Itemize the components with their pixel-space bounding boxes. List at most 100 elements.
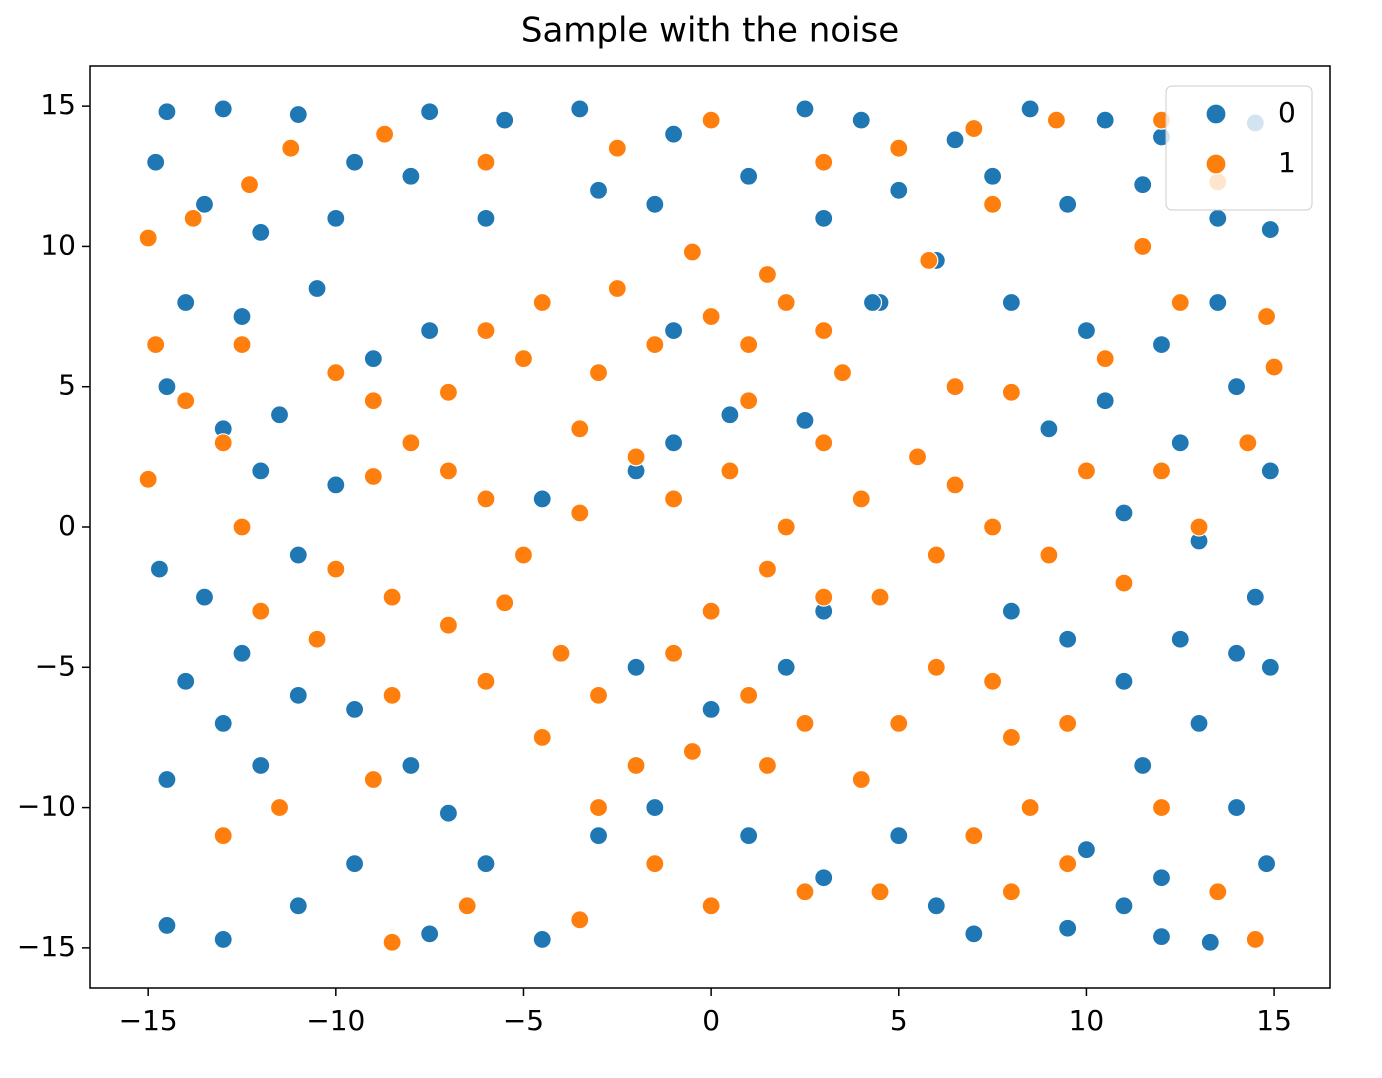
- point: [476, 489, 496, 509]
- point: [476, 152, 496, 172]
- point: [926, 896, 946, 916]
- point: [213, 929, 233, 950]
- point: [739, 826, 759, 846]
- point: [1039, 545, 1059, 565]
- point: [776, 517, 796, 537]
- point: [626, 657, 646, 677]
- point: [288, 104, 308, 125]
- point: [1260, 657, 1280, 677]
- point: [382, 587, 402, 607]
- point: [983, 166, 1003, 186]
- point: [1170, 433, 1190, 453]
- point: [401, 433, 421, 453]
- point: [1058, 194, 1078, 214]
- point: [814, 433, 834, 453]
- point: [513, 545, 534, 565]
- point: [1264, 357, 1284, 377]
- point: [438, 803, 459, 823]
- point: [457, 896, 477, 916]
- point: [814, 868, 834, 888]
- point: [1238, 433, 1258, 453]
- point: [1226, 377, 1247, 397]
- point: [983, 671, 1003, 691]
- point: [814, 152, 834, 172]
- point: [570, 419, 590, 439]
- point: [420, 320, 440, 341]
- point: [1151, 335, 1172, 355]
- point: [739, 335, 759, 355]
- point: [1001, 601, 1021, 621]
- point: [401, 166, 421, 186]
- y-tick-label: −15: [17, 930, 76, 963]
- y-tick-label: −10: [17, 790, 76, 823]
- point: [851, 489, 871, 509]
- point: [945, 130, 965, 150]
- point: [983, 194, 1003, 214]
- point: [795, 713, 815, 734]
- point: [889, 826, 909, 846]
- point: [626, 755, 646, 776]
- point: [757, 755, 778, 776]
- point: [588, 180, 609, 200]
- point: [1260, 461, 1280, 481]
- point: [795, 410, 815, 430]
- point: [1058, 918, 1078, 938]
- point: [176, 391, 196, 411]
- point: [739, 166, 759, 186]
- point: [1114, 896, 1134, 916]
- point: [1200, 932, 1220, 952]
- point: [326, 208, 346, 228]
- point: [645, 335, 665, 355]
- point: [213, 713, 233, 734]
- point: [1076, 320, 1097, 341]
- point: [1095, 349, 1115, 369]
- point: [213, 99, 233, 119]
- point: [1170, 629, 1190, 649]
- point: [344, 854, 365, 874]
- point: [213, 826, 233, 846]
- point: [701, 699, 721, 719]
- point: [213, 433, 233, 453]
- point: [146, 152, 166, 172]
- point: [1020, 797, 1040, 818]
- legend-label: 1: [1278, 146, 1296, 179]
- point: [1020, 99, 1040, 119]
- point: [588, 797, 609, 818]
- point: [570, 99, 590, 119]
- point: [926, 545, 946, 565]
- point: [1114, 503, 1134, 523]
- x-tick-label: 5: [890, 1004, 908, 1037]
- point: [382, 685, 402, 705]
- point: [1095, 110, 1115, 130]
- axes-frame: [89, 65, 1331, 989]
- point: [776, 657, 796, 677]
- point: [720, 405, 740, 425]
- point: [851, 769, 871, 790]
- point: [814, 208, 834, 228]
- point: [288, 545, 308, 565]
- point: [645, 854, 665, 874]
- point: [146, 335, 166, 355]
- point: [814, 320, 834, 341]
- point: [288, 896, 308, 916]
- point: [1046, 110, 1067, 130]
- point: [1114, 671, 1134, 691]
- point: [964, 924, 984, 944]
- point: [1001, 882, 1021, 902]
- y-tick-label: 15: [40, 88, 76, 121]
- point: [757, 559, 778, 579]
- point: [1133, 755, 1153, 776]
- point: [701, 110, 721, 130]
- point: [832, 363, 853, 383]
- point: [251, 755, 271, 776]
- point: [232, 643, 252, 663]
- chart-title: Sample with the noise: [521, 11, 899, 51]
- point: [251, 601, 271, 621]
- x-tick-label: 10: [1069, 1004, 1105, 1037]
- point: [532, 489, 552, 509]
- point: [1133, 236, 1153, 257]
- point: [964, 118, 984, 139]
- point: [588, 826, 609, 846]
- point: [476, 320, 496, 341]
- legend-marker: [1205, 103, 1227, 125]
